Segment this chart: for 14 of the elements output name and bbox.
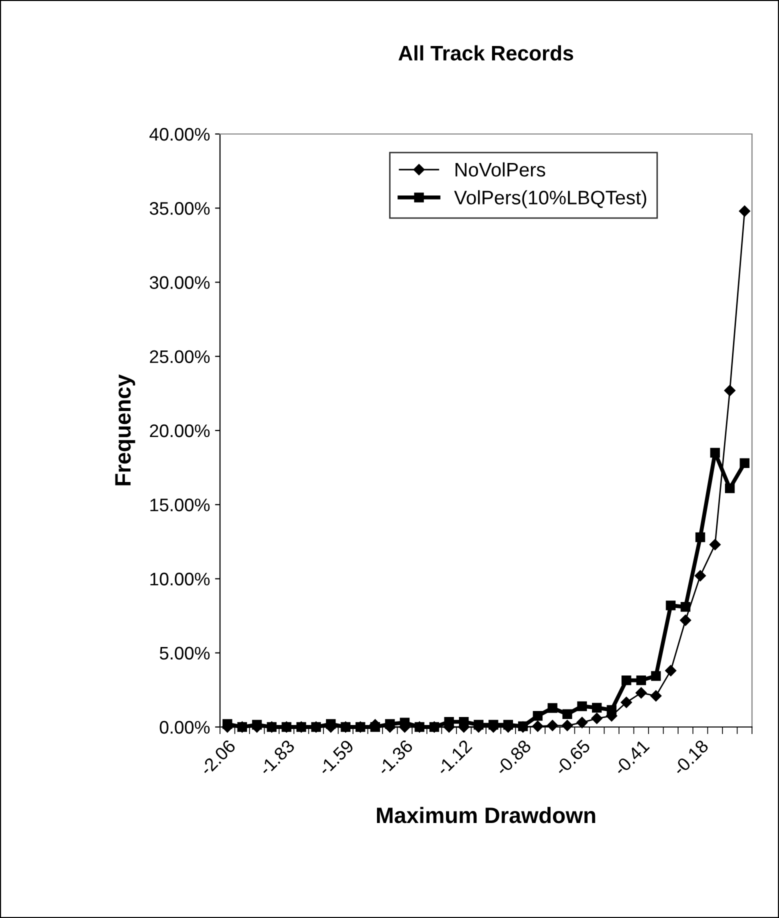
y-tick-label: 25.00% xyxy=(150,350,210,364)
y-tick-label: 15.00% xyxy=(150,498,210,512)
y-tick-label: 40.00% xyxy=(149,128,210,141)
y-tick-label: 30.00% xyxy=(150,276,210,289)
y-axis-title: Frequency xyxy=(115,374,136,486)
y-tick-label: 5.00% xyxy=(160,646,210,660)
y-tick-label: 10.00% xyxy=(150,572,210,586)
legend-label: VolPers(10%LBQTest) xyxy=(454,190,646,208)
chart-title: All Track Records xyxy=(398,45,574,61)
y-tick-label: 20.00% xyxy=(150,424,210,438)
legend-label: NoVolPers xyxy=(456,162,546,177)
y-tick-label: 0.00% xyxy=(160,720,210,734)
y-tick-label: 35.00% xyxy=(150,202,210,215)
x-axis-title: Maximum Drawdown xyxy=(376,806,596,824)
